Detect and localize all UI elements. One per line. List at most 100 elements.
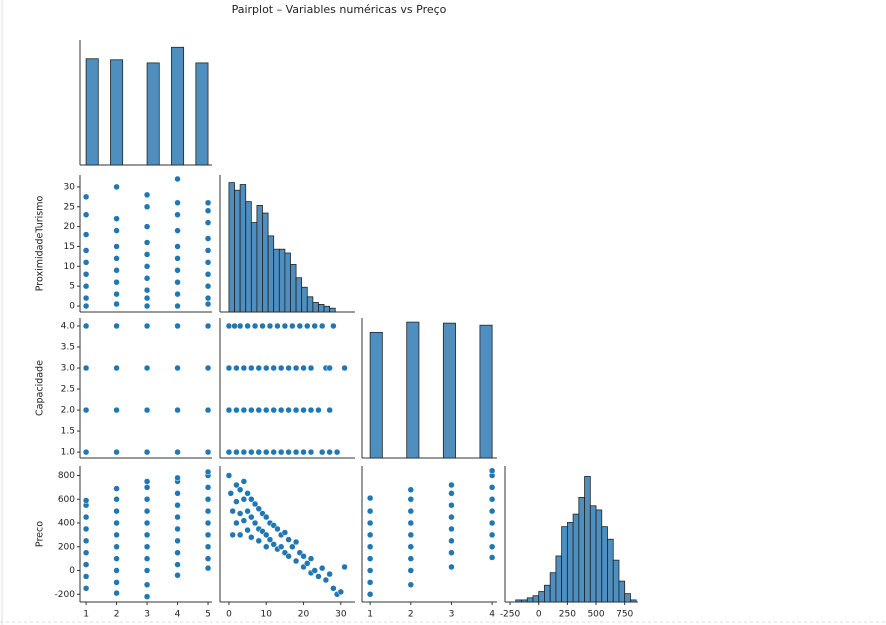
scatter-point [240, 364, 248, 372]
scatter-point [204, 247, 212, 254]
y-tick-label: 0 [69, 566, 75, 576]
scatter-point [292, 538, 300, 546]
scatter-point [113, 227, 120, 234]
scatter-point [143, 448, 151, 456]
scatter-point [113, 290, 120, 298]
scatter-point [285, 364, 292, 372]
scatter-point [227, 490, 235, 497]
y-tick-label: 25 [64, 202, 75, 212]
scatter-point [315, 573, 322, 580]
scatter-point [204, 294, 212, 302]
scatter-point [143, 567, 151, 574]
y-tick-label: -200 [55, 590, 76, 600]
scatter-point [304, 322, 311, 330]
scatter-point [113, 300, 120, 308]
hist-bar [323, 305, 331, 313]
scatter-point [113, 215, 120, 222]
hist-bar [85, 58, 99, 166]
x-tick-label: 3 [449, 610, 455, 620]
y-axis-label: Preco [35, 521, 46, 547]
hist-bar [278, 248, 286, 313]
hist-bar [171, 46, 185, 166]
scatter-point [143, 274, 151, 282]
scatter-point [82, 525, 90, 533]
y-axis-label: ProximidadeTurismo [35, 196, 46, 292]
hist-bar [578, 496, 585, 603]
scatter-point [143, 519, 151, 527]
hist-bar [544, 584, 551, 603]
scatter-point [488, 531, 496, 539]
scatter-point [143, 294, 151, 302]
scatter-point [330, 322, 337, 330]
scatter-point [143, 223, 151, 230]
scatter-point [143, 507, 151, 515]
scatter-point [174, 490, 181, 497]
scatter-point [204, 364, 212, 372]
scatter-point [233, 498, 240, 505]
scatter-point [262, 543, 270, 551]
scatter-point [304, 560, 311, 567]
scatter-point [248, 513, 255, 521]
y-tick-label: 3.0 [61, 364, 76, 374]
scatter-point [82, 294, 90, 302]
hist-bar [312, 302, 319, 313]
scatter-point [248, 406, 255, 414]
hist-bar [618, 580, 626, 603]
scatter-point [270, 541, 277, 548]
scatter-point [366, 591, 374, 598]
scatter-point [255, 406, 263, 414]
scatter-point [341, 563, 348, 571]
scatter-point [225, 448, 233, 456]
scatter-point [82, 302, 90, 310]
scatter-point [204, 322, 212, 330]
scatter-point [174, 278, 181, 286]
x-tick-label: 1 [83, 610, 89, 620]
y-tick-label: 400 [58, 519, 75, 529]
scatter-point [143, 531, 151, 539]
scatter-point [174, 175, 181, 183]
scatter-point [204, 282, 212, 290]
hist-bar [526, 597, 534, 603]
hist-bar [369, 332, 383, 459]
scatter-point [204, 468, 212, 476]
scatter-point [113, 448, 120, 456]
hist-bar [262, 212, 269, 313]
scatter-point [255, 537, 263, 545]
scatter-point [204, 235, 212, 242]
scatter-point [113, 519, 120, 527]
scatter-point [407, 531, 415, 539]
y-tick-label: 800 [58, 471, 75, 481]
scatter-point [285, 536, 292, 543]
scatter-point [407, 496, 415, 503]
y-tick-label: 30 [64, 182, 76, 192]
scatter-point [113, 406, 120, 414]
scatter-point [233, 481, 240, 489]
scatter-point [266, 536, 274, 543]
scatter-point [255, 505, 263, 513]
scatter-point [82, 513, 90, 521]
scatter-point [225, 406, 233, 414]
scatter-point [251, 519, 259, 527]
hist-bar [601, 526, 608, 603]
scatter-point [318, 564, 326, 572]
y-tick-label: 5 [69, 282, 75, 292]
y-tick-label: 2.5 [61, 385, 75, 395]
scatter-point [251, 322, 259, 330]
scatter-point [174, 406, 181, 414]
scatter-point [307, 555, 315, 562]
hist-bar [572, 513, 580, 603]
scatter-point [366, 494, 374, 502]
scatter-point [113, 278, 120, 286]
hist-bar [110, 59, 124, 166]
hist-bar [612, 559, 620, 603]
y-tick-label: 200 [58, 542, 75, 552]
scatter-point [174, 364, 181, 372]
scatter-point [341, 364, 348, 372]
scatter-point [174, 501, 181, 509]
scatter-point [274, 322, 281, 330]
scatter-point [277, 448, 285, 456]
hist-bar [630, 599, 637, 603]
hist-bar [239, 184, 247, 313]
scatter-point [262, 513, 270, 521]
